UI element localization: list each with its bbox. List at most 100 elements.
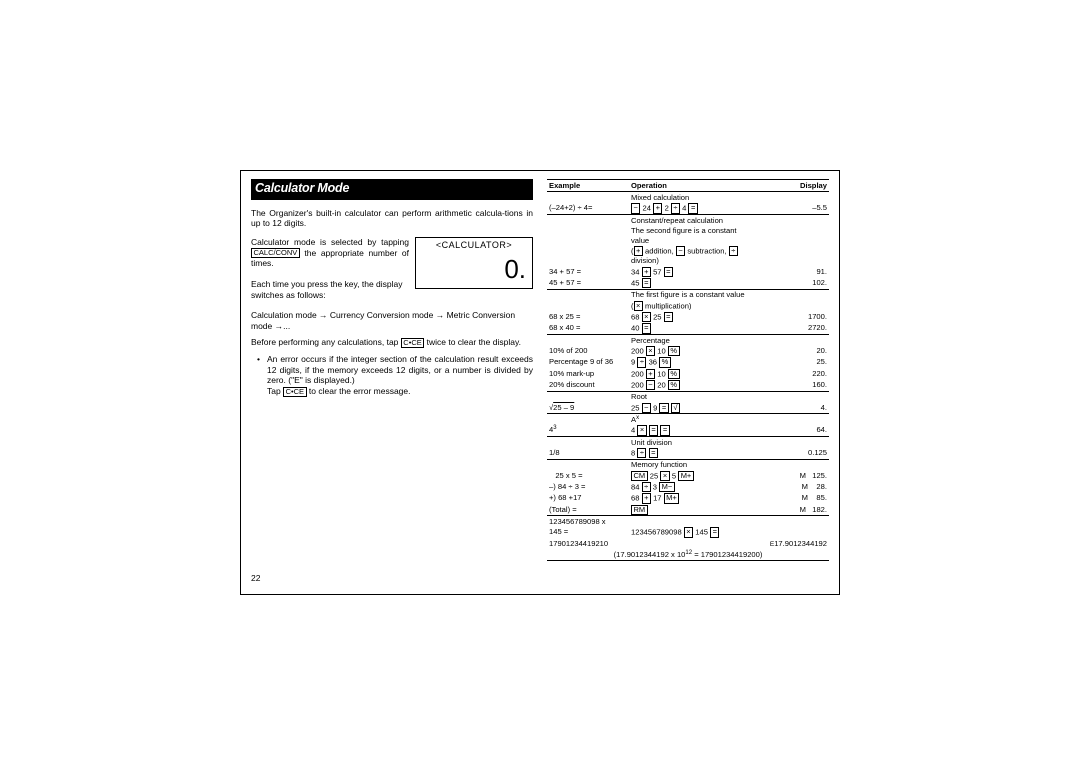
cell-example — [547, 226, 629, 246]
cell-example: 145 = — [547, 527, 629, 538]
bul1: An error occurs if the integer section o… — [267, 354, 533, 385]
cell-display — [751, 215, 829, 226]
cell-operation: 4 × = = — [629, 425, 751, 436]
table-row: 17901234419210E17.9012344192 — [547, 538, 829, 549]
cell-example: √25 – 9 — [547, 402, 629, 413]
cell-operation: (+ addition, − subtraction, ÷ division) — [629, 246, 751, 267]
cell-display — [751, 459, 829, 470]
cell-display: 2720. — [751, 323, 829, 334]
cell-display — [751, 192, 829, 203]
cell-example: +) 68 +17 — [547, 493, 629, 504]
cell-example: 25 x 5 = — [547, 470, 629, 481]
cell-operation: 25 − 9 = √ — [629, 402, 751, 413]
table-row: 123456789098 x — [547, 516, 829, 527]
table-row: The second figure is a constant value — [547, 226, 829, 246]
cell-operation: The second figure is a constant value — [629, 226, 751, 246]
cell-example: Percentage 9 of 36 — [547, 357, 629, 368]
cell-operation: Root — [629, 391, 751, 402]
cell-operation: Ax — [629, 414, 751, 425]
table-row: Percentage — [547, 335, 829, 346]
cell-operation: 34 + 57 = — [629, 266, 751, 277]
cce-key-2: C•CE — [283, 387, 306, 397]
cell-display: 25. — [751, 357, 829, 368]
th-display: Display — [751, 180, 829, 192]
table-row: –) 84 ÷ 3 =84 ÷ 3 M−M 28. — [547, 482, 829, 493]
table-row: +) 68 +1768 + 17 M+M 85. — [547, 493, 829, 504]
cell-example: –) 84 ÷ 3 = — [547, 482, 629, 493]
table-row: Unit division — [547, 437, 829, 448]
cell-operation: 84 ÷ 3 M− — [629, 482, 751, 493]
bul2a: Tap — [267, 386, 283, 396]
cell-display — [751, 289, 829, 300]
cce-key-1: C•CE — [401, 338, 424, 348]
cell-example: 68 x 40 = — [547, 323, 629, 334]
table-row: 145 =123456789098 × 145 = — [547, 527, 829, 538]
lcd-header: <CALCULATOR> — [416, 238, 532, 251]
cell-operation: (× multiplication) — [629, 300, 751, 311]
cell-display: 64. — [751, 425, 829, 436]
table-row: Root — [547, 391, 829, 402]
th-operation: Operation — [629, 180, 751, 192]
examples-table: Example Operation Display Mixed calculat… — [547, 179, 829, 561]
calculator-display: <CALCULATOR> 0. — [415, 237, 533, 289]
cell-operation: Memory function — [629, 459, 751, 470]
cell-display: E17.9012344192 — [751, 538, 829, 549]
cell-operation — [629, 538, 751, 549]
cell-operation: − 24 + 2 ÷ 4 = — [629, 203, 751, 214]
cell-display: 20. — [751, 346, 829, 357]
table-row: The first figure is a constant value — [547, 289, 829, 300]
cell-example — [547, 300, 629, 311]
cell-display — [751, 246, 829, 267]
table-row: (Total) =RMM 182. — [547, 504, 829, 515]
table-row: (× multiplication) — [547, 300, 829, 311]
cell-example: 43 — [547, 425, 629, 436]
cell-operation: Percentage — [629, 335, 751, 346]
cell-example — [547, 192, 629, 203]
cell-example — [547, 414, 629, 425]
cell-operation: RM — [629, 504, 751, 515]
cell-operation: Unit division — [629, 437, 751, 448]
cell-operation: 68 + 17 M+ — [629, 493, 751, 504]
cell-operation: 200 + 10 % — [629, 368, 751, 379]
cell-operation: 45 = — [629, 278, 751, 289]
cell-display — [751, 300, 829, 311]
cell-example — [547, 437, 629, 448]
table-row: 434 × = =64. — [547, 425, 829, 436]
cell-operation: 123456789098 × 145 = — [629, 527, 751, 538]
cell-operation: 200 × 10 % — [629, 346, 751, 357]
table-row: 45 + 57 =45 =102. — [547, 278, 829, 289]
table-row: 68 x 25 =68 × 25 =1700. — [547, 312, 829, 323]
p4: Calculation mode → Currency Conversion m… — [251, 310, 533, 331]
cell-display: M 28. — [751, 482, 829, 493]
table-row: (+ addition, − subtraction, ÷ division) — [547, 246, 829, 267]
bullet-1: • An error occurs if the integer section… — [257, 354, 533, 397]
p5a: Before performing any calculations, tap — [251, 337, 401, 347]
cell-example: (–24+2) ÷ 4= — [547, 203, 629, 214]
table-row: Ax — [547, 414, 829, 425]
table-row: 25 x 5 =CM 25 × 5 M+M 125. — [547, 470, 829, 481]
table-row: 1/88 ÷ =0.125 — [547, 448, 829, 459]
cell-operation: Mixed calculation — [629, 192, 751, 203]
cell-example: 10% of 200 — [547, 346, 629, 357]
p5b: twice to clear the display. — [424, 337, 521, 347]
cell-example: 68 x 25 = — [547, 312, 629, 323]
table-row: Constant/repeat calculation — [547, 215, 829, 226]
calc-conv-key: CALC/CONV — [251, 248, 300, 258]
table-row: 34 + 57 =34 + 57 =91. — [547, 266, 829, 277]
table-body: Mixed calculation(–24+2) ÷ 4=− 24 + 2 ÷ … — [547, 192, 829, 560]
table-row: 20% discount200 − 20 %160. — [547, 379, 829, 390]
cell-operation: 68 × 25 = — [629, 312, 751, 323]
table-row: (–24+2) ÷ 4=− 24 + 2 ÷ 4 =–5.5 — [547, 203, 829, 214]
bullet-dot: • — [257, 354, 267, 397]
cell-display: 102. — [751, 278, 829, 289]
table-row: Memory function — [547, 459, 829, 470]
cell-display: M 85. — [751, 493, 829, 504]
cell-display — [751, 391, 829, 402]
cell-example: 34 + 57 = — [547, 266, 629, 277]
cell-display — [751, 516, 829, 527]
table-footer: (17.9012344192 x 1012 = 17901234419200) — [547, 549, 829, 559]
cell-example — [547, 246, 629, 267]
cell-display — [751, 527, 829, 538]
cell-display: 4. — [751, 402, 829, 413]
cell-display: 91. — [751, 266, 829, 277]
